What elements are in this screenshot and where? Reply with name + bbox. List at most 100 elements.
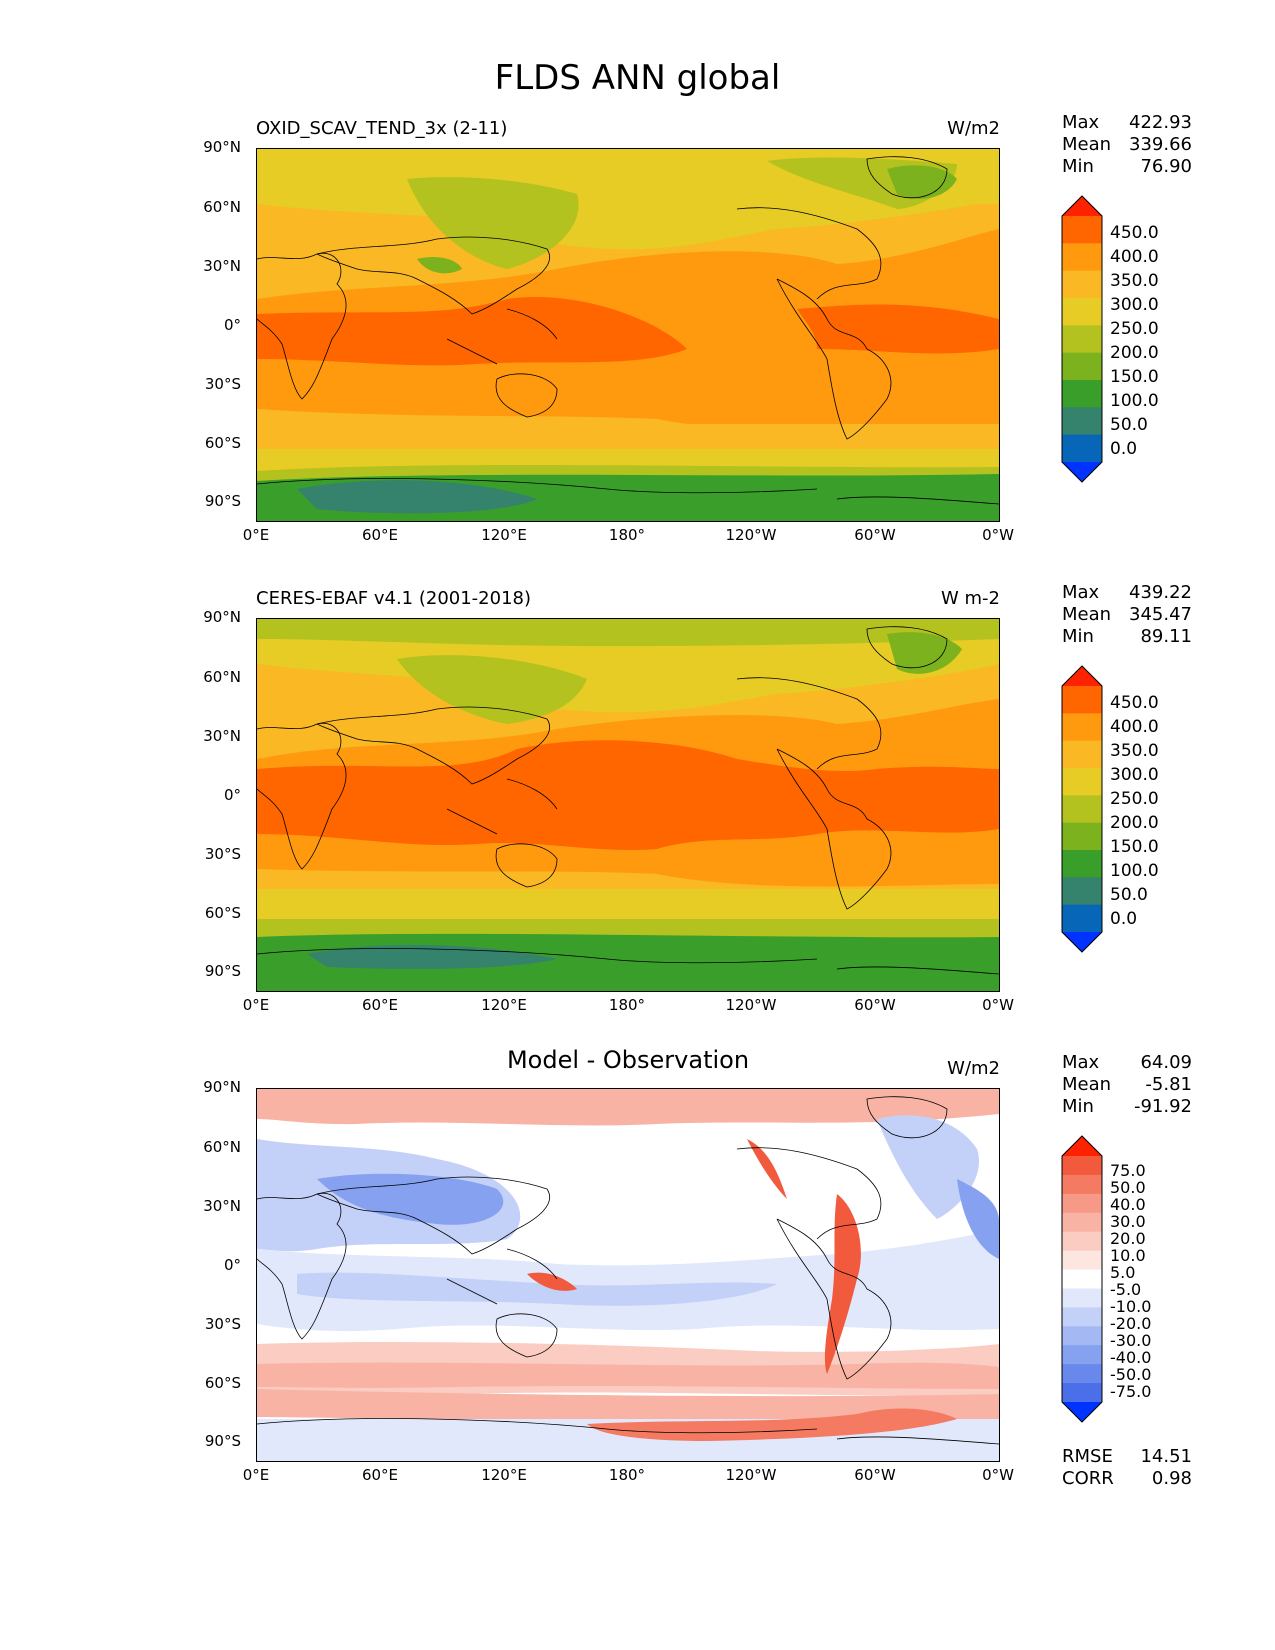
max-value: 422.93 — [1129, 112, 1192, 133]
colorbar-bottom-extension — [1062, 1402, 1102, 1422]
lon-label: 0°E — [242, 526, 270, 544]
colorbar-label: 50.0 — [1110, 1178, 1146, 1197]
stats-box: Max 422.93 Mean 339.66 Min 76.90 — [1062, 112, 1192, 178]
lat-label: 60°N — [203, 668, 241, 686]
lon-label: 60°E — [361, 526, 399, 544]
colorbar-segment — [1062, 407, 1102, 436]
lat-label: 90°N — [203, 1078, 241, 1096]
colorbar-label: 400.0 — [1110, 717, 1159, 737]
colorbar-label: 40.0 — [1110, 1195, 1146, 1214]
lat-label: 60°N — [203, 1138, 241, 1156]
map-field-svg — [257, 619, 999, 991]
map-field-svg — [257, 149, 999, 521]
colorbar-label: 100.0 — [1110, 861, 1159, 881]
lat-label: 90°S — [204, 1432, 241, 1450]
colorbar — [1061, 1135, 1103, 1423]
mean-value: 339.66 — [1129, 134, 1192, 155]
lon-label: 0°W — [982, 996, 1014, 1014]
colorbar-segment — [1062, 904, 1102, 933]
colorbar-label: -50.0 — [1110, 1365, 1152, 1384]
colorbar-top-extension — [1062, 196, 1102, 216]
lat-label: 0° — [223, 316, 241, 334]
rmse-label: RMSE — [1062, 1446, 1113, 1467]
colorbar-label: -10.0 — [1110, 1297, 1152, 1316]
colorbar-segment — [1062, 850, 1102, 878]
colorbar-label: -30.0 — [1110, 1331, 1152, 1350]
lat-label: 30°S — [204, 1315, 241, 1333]
colorbar-segment — [1062, 380, 1102, 408]
min-value: 89.11 — [1140, 626, 1192, 647]
colorbar-label: 250.0 — [1110, 319, 1159, 339]
units-label: W m-2 — [940, 588, 1000, 609]
lon-label: 180° — [608, 1466, 646, 1484]
colorbar-label: 250.0 — [1110, 789, 1159, 809]
mean-value: -5.81 — [1145, 1074, 1192, 1095]
colorbar-segment — [1062, 822, 1102, 851]
colorbar-label: 100.0 — [1110, 391, 1159, 411]
corr-value: 0.98 — [1151, 1468, 1192, 1489]
rmse-value: 14.51 — [1140, 1446, 1192, 1467]
lat-label: 0° — [223, 1256, 241, 1274]
colorbar — [1061, 195, 1103, 483]
lon-label: 120°E — [481, 526, 527, 544]
colorbar-label: -40.0 — [1110, 1348, 1152, 1367]
units-label: W/m2 — [947, 118, 1000, 139]
colorbar-label: 450.0 — [1110, 693, 1159, 713]
colorbar-outline — [1061, 195, 1103, 483]
mean-label: Mean — [1062, 134, 1112, 155]
colorbar-label: 400.0 — [1110, 247, 1159, 267]
panel-title: Model - Observation — [506, 1046, 750, 1074]
lon-label: 120°W — [725, 1466, 777, 1484]
panel-model: OXID_SCAV_TEND_3x (2-11) W/m2 — [0, 112, 1275, 588]
colorbar-label: 300.0 — [1110, 295, 1159, 315]
max-label: Max — [1062, 1052, 1100, 1073]
colorbar-label: 0.0 — [1110, 439, 1138, 459]
min-label: Min — [1062, 626, 1094, 647]
map-plot — [256, 618, 1000, 992]
colorbar-label: 200.0 — [1110, 343, 1159, 363]
lon-label: 60°E — [361, 1466, 399, 1484]
figure-title: FLDS ANN global — [494, 58, 781, 98]
colorbar-label: -20.0 — [1110, 1314, 1152, 1333]
colorbar-segment — [1062, 1345, 1102, 1365]
lat-label: 60°S — [204, 434, 241, 452]
lat-label: 60°N — [203, 198, 241, 216]
map-plot — [256, 1088, 1000, 1462]
colorbar-segment — [1062, 1193, 1102, 1214]
colorbar-label: 450.0 — [1110, 223, 1159, 243]
lat-label: 90°N — [203, 138, 241, 156]
lat-label: 60°S — [204, 904, 241, 922]
lon-label: 120°E — [481, 1466, 527, 1484]
colorbar-label: 150.0 — [1110, 837, 1159, 857]
lat-label: 90°S — [204, 492, 241, 510]
colorbar-label: 5.0 — [1110, 1263, 1136, 1282]
panel-difference: Model - Observation W/m2 — [0, 1046, 1275, 1528]
colorbar-label: 300.0 — [1110, 765, 1159, 785]
colorbar-segment — [1062, 1269, 1102, 1289]
lat-label: 90°S — [204, 962, 241, 980]
lat-label: 60°S — [204, 1374, 241, 1392]
colorbar-segment — [1062, 1326, 1102, 1346]
colorbar-segment — [1062, 713, 1102, 742]
colorbar-top-extension — [1062, 666, 1102, 686]
colorbar-segment — [1062, 1231, 1102, 1252]
map-field-svg — [257, 1089, 999, 1461]
lat-label: 30°S — [204, 375, 241, 393]
colorbar-segment — [1062, 877, 1102, 906]
colorbar-segment — [1062, 1212, 1102, 1233]
min-label: Min — [1062, 1096, 1094, 1117]
colorbar-segment — [1062, 1383, 1102, 1403]
error-stats: RMSE 14.51 CORR 0.98 — [1062, 1446, 1192, 1490]
colorbar-segment — [1062, 352, 1102, 381]
lat-label: 30°S — [204, 845, 241, 863]
lon-label: 0°W — [982, 526, 1014, 544]
colorbar-top-extension — [1062, 1136, 1102, 1156]
colorbar-bottom-extension — [1062, 462, 1102, 482]
colorbar-label: 30.0 — [1110, 1212, 1146, 1231]
colorbar-outline — [1061, 1135, 1103, 1423]
mean-value: 345.47 — [1129, 604, 1192, 625]
colorbar-label: 10.0 — [1110, 1246, 1146, 1265]
lon-label: 60°W — [854, 1466, 896, 1484]
map-plot — [256, 148, 1000, 522]
colorbar-label: 350.0 — [1110, 741, 1159, 761]
